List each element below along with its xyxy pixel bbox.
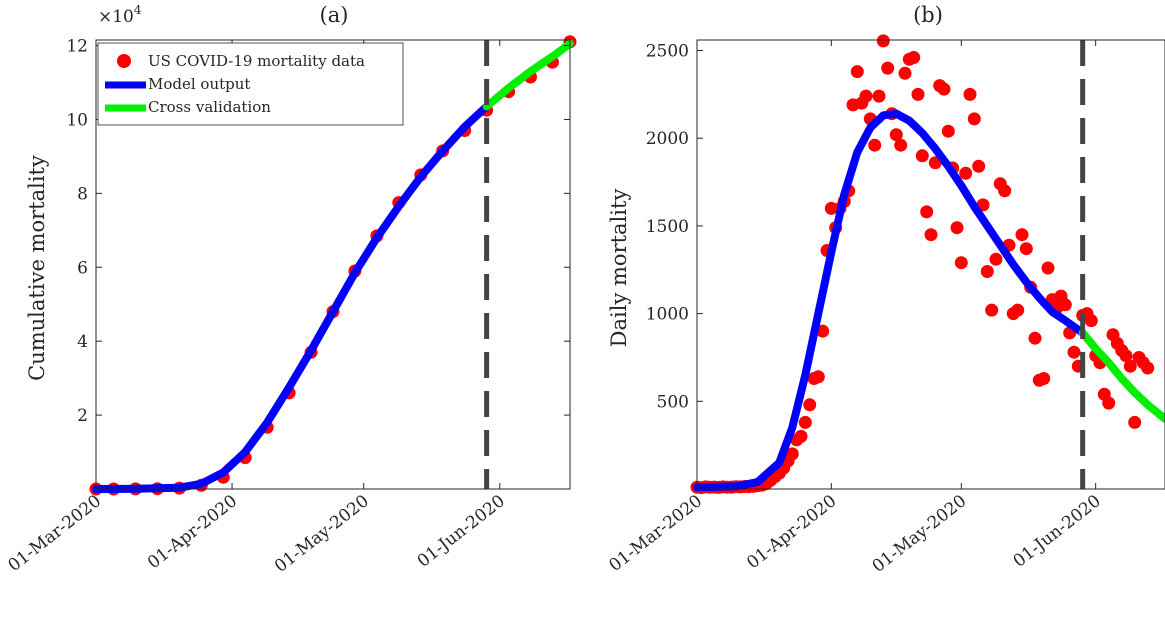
legend-label-cross-validation: Cross validation (148, 98, 271, 116)
panel-a-ytick-label: 6 (77, 258, 88, 278)
panel-a-legend: US COVID-19 mortality data Model output … (98, 43, 403, 125)
panel-b-data-point (1085, 314, 1098, 327)
panel-a-ytick-label: 8 (77, 184, 88, 204)
panel-b-data-point (959, 167, 972, 180)
panel-a-xtick-label: 01-Apr-2020 (144, 491, 241, 573)
panel-a-xtick-label: 01-May-2020 (271, 491, 373, 577)
panel-b-line-model-output (697, 114, 1083, 488)
panel-b-data-point (851, 65, 864, 78)
panel-b-ylabel: Daily mortality (607, 189, 631, 348)
panel-b-data-point (938, 83, 951, 96)
panel-b-data-point (803, 398, 816, 411)
legend-label-model: Model output (148, 75, 250, 93)
panel-b-data-point (964, 88, 977, 101)
panel-b-data-point (894, 139, 907, 152)
panel-b-data-point (1011, 304, 1024, 317)
panel-b-ytick-label: 2000 (646, 129, 689, 149)
panel-b-data-point (972, 160, 985, 173)
panel-b-xtick-label: 01-Jun-2020 (1010, 491, 1105, 571)
panel-b-data-point (1102, 397, 1115, 410)
panel-a-xtick-label: 01-Mar-2020 (4, 491, 105, 576)
panel-b-axes-box (697, 40, 1165, 489)
panel-b-plot-area (691, 34, 1165, 494)
panel-a-y-multiplier: ×104 (98, 3, 142, 27)
panel-b-ytick-label: 1000 (646, 305, 689, 325)
panel-a-y-multiplier-base: ×10 (98, 7, 134, 27)
panel-a: (a) ×104 Cumulative mortality 2468101201… (4, 3, 576, 577)
panel-b: (b) Daily mortality 500 1000 1500 2000 2500 0… (605, 3, 1165, 577)
panel-a-ytick-label: 12 (66, 37, 88, 57)
panel-a-ytick-label: 4 (77, 332, 88, 352)
panel-b-xtick-label: 01-Mar-2020 (605, 491, 706, 576)
panel-b-data-point (860, 90, 873, 103)
panel-b-data-point (799, 416, 812, 429)
panel-b-data-point (942, 125, 955, 138)
panel-b-data-point (1037, 372, 1050, 385)
panel-b-data-point (925, 228, 938, 241)
panel-b-data-point (968, 112, 981, 125)
panel-a-xtick-label: 01-Jun-2020 (414, 491, 509, 571)
panel-b-data-point (877, 34, 890, 47)
panel-b-ytick-label: 500 (657, 392, 689, 412)
panel-b-data-point (1068, 346, 1081, 359)
panel-a-title: (a) (320, 3, 349, 27)
panel-b-title: (b) (913, 3, 943, 27)
panel-b-data-point (873, 90, 886, 103)
panel-b-data-point (981, 265, 994, 278)
panel-b-data-point (1020, 242, 1033, 255)
panel-b-data-point (899, 67, 912, 80)
panel-b-data-point (912, 88, 925, 101)
panel-a-line-cross-validation (487, 44, 570, 107)
panel-b-data-point (955, 256, 968, 269)
panel-b-data-point (916, 149, 929, 162)
panel-b-xtick-label: 01-Apr-2020 (743, 491, 840, 573)
panel-b-ytick-label: 1500 (646, 217, 689, 237)
panel-b-data-point (907, 51, 920, 64)
panel-b-data-point (920, 205, 933, 218)
panel-b-data-point (1128, 416, 1141, 429)
panel-b-data-point (1029, 332, 1042, 345)
panel-b-data-point (1016, 228, 1029, 241)
panel-b-data-point (868, 139, 881, 152)
panel-b-data-point (881, 62, 894, 75)
panel-a-line-model-output (96, 107, 487, 490)
panel-b-xtick-label: 01-May-2020 (869, 491, 971, 577)
panel-a-ylabel: Cumulative mortality (25, 155, 49, 381)
panel-a-ytick-label: 2 (77, 406, 88, 426)
panel-b-data-point (998, 184, 1011, 197)
panel-b-data-point (1141, 362, 1154, 375)
panel-b-data-point (1042, 262, 1055, 275)
panel-b-data-point (1059, 298, 1072, 311)
panel-b-data-point (812, 370, 825, 383)
legend-data-marker (117, 54, 131, 68)
panel-b-data-point (951, 221, 964, 234)
panel-b-data-point (985, 304, 998, 317)
panel-b-data-point (990, 253, 1003, 266)
panel-a-y-multiplier-exp: 4 (134, 3, 142, 17)
panel-b-ytick-label: 2500 (646, 42, 689, 62)
legend-label-data: US COVID-19 mortality data (148, 52, 365, 70)
panel-a-ytick-label: 10 (66, 110, 88, 130)
panel-b-data-point (795, 430, 808, 443)
